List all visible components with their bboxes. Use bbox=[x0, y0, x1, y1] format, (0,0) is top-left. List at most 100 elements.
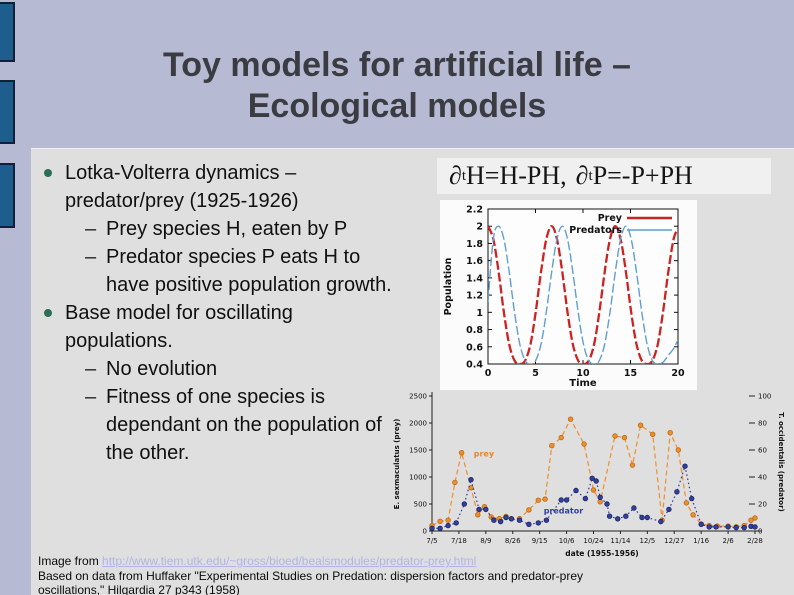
caption-link[interactable]: http://www.tiem.utk.edu/~gross/bioed/bea… bbox=[102, 554, 477, 568]
predator-marker bbox=[508, 516, 515, 522]
prey-marker bbox=[637, 422, 644, 428]
caption: Image from http://www.tiem.utk.edu/~gros… bbox=[38, 554, 658, 595]
partial-symbol: ∂ bbox=[449, 161, 462, 190]
annotation-prey: prey bbox=[474, 449, 495, 458]
svg-text:15: 15 bbox=[624, 368, 637, 379]
predator-marker bbox=[666, 506, 672, 513]
annotation-predator: predator bbox=[544, 506, 584, 515]
svg-text:1.6: 1.6 bbox=[466, 256, 483, 267]
predator-marker bbox=[582, 495, 589, 502]
predator-marker bbox=[741, 524, 747, 531]
predator-marker bbox=[606, 513, 613, 519]
predator-marker bbox=[725, 524, 731, 530]
svg-text:Predators: Predators bbox=[569, 225, 622, 236]
huffaker-experiment-chart: 0 500 1000 1500 2000 2500 0 20 40 60 80 100 7/5 7/18 8… bbox=[393, 392, 785, 558]
bullet-icon bbox=[44, 169, 52, 177]
svg-text:1.8: 1.8 bbox=[466, 239, 483, 250]
svg-text:10/6: 10/6 bbox=[559, 537, 575, 545]
predator-marker bbox=[573, 487, 579, 494]
predator-marker bbox=[689, 495, 695, 502]
prey-marker bbox=[621, 434, 628, 441]
svg-text:1/16: 1/16 bbox=[693, 537, 709, 545]
caption-line1: Image from http://www.tiem.utk.edu/~gros… bbox=[38, 554, 658, 569]
x-axis-label: Time bbox=[569, 378, 597, 389]
predator-marker bbox=[713, 524, 719, 530]
dash-icon: – bbox=[85, 358, 97, 380]
equation-part1: H=H-PH, bbox=[466, 161, 567, 190]
bullet-text: Lotka-Volterra dynamics – predator/prey … bbox=[65, 162, 299, 212]
predator-marker bbox=[674, 489, 680, 495]
bullet-item: Lotka-Volterra dynamics – predator/prey … bbox=[38, 159, 402, 215]
prey-marker bbox=[445, 517, 451, 523]
prey-marker bbox=[683, 500, 690, 506]
predator-marker bbox=[752, 524, 758, 530]
bullet-text: Base model for oscillating populations. bbox=[65, 302, 293, 352]
predator-marker bbox=[497, 518, 504, 525]
y-axis-label: Population bbox=[443, 257, 454, 315]
prey-marker bbox=[612, 433, 618, 439]
slide-edge-bar-2 bbox=[0, 80, 15, 144]
svg-text:8/9: 8/9 bbox=[480, 537, 491, 545]
predator-marker bbox=[604, 501, 610, 507]
predator-marker bbox=[483, 506, 489, 513]
svg-text:10: 10 bbox=[576, 368, 590, 379]
prey-marker bbox=[458, 449, 465, 456]
sub-bullet-item: – No evolution bbox=[38, 355, 398, 383]
prey-marker bbox=[526, 507, 532, 513]
svg-text:40: 40 bbox=[758, 474, 767, 482]
prey-marker bbox=[558, 434, 564, 441]
predator-marker bbox=[614, 516, 621, 522]
svg-text:0.4: 0.4 bbox=[466, 360, 483, 371]
predator-marker bbox=[437, 525, 443, 531]
predator-marker bbox=[558, 497, 564, 503]
bullet-icon bbox=[44, 309, 52, 317]
sub-bullet-item: – Predator species P eats H to have posi… bbox=[38, 243, 398, 299]
predator-marker bbox=[543, 517, 550, 523]
sub-bullet-text: Predator species P eats H to have positi… bbox=[106, 246, 392, 296]
sub-bullet-item: – Prey species H, eaten by P bbox=[38, 215, 398, 243]
svg-text:9/15: 9/15 bbox=[532, 537, 548, 545]
predator-marker bbox=[526, 521, 532, 527]
partial-symbol: ∂ bbox=[575, 161, 589, 190]
dash-icon: – bbox=[85, 386, 97, 408]
predator-marker bbox=[503, 514, 509, 521]
sub-bullet-item: – Fitness of one species is dependant on… bbox=[38, 383, 398, 467]
sub-bullet-text: Fitness of one species is dependant on t… bbox=[106, 386, 382, 464]
prey-marker bbox=[542, 496, 548, 502]
prey-marker bbox=[752, 515, 758, 521]
predator-marker bbox=[644, 514, 650, 521]
prey-marker bbox=[452, 479, 458, 486]
slide-title-line1: Toy models for artificial life – bbox=[163, 46, 631, 84]
x-axis-label: date (1955-1956) bbox=[565, 549, 638, 558]
predator-marker bbox=[733, 524, 739, 531]
bullet-list: Lotka-Volterra dynamics – predator/prey … bbox=[38, 159, 402, 467]
sub-bullet-text: No evolution bbox=[106, 358, 218, 380]
predator-marker bbox=[468, 476, 474, 483]
prey-marker bbox=[535, 497, 541, 503]
prey-marker bbox=[475, 512, 481, 518]
content-panel: Lotka-Volterra dynamics – predator/prey … bbox=[31, 148, 794, 595]
svg-text:0: 0 bbox=[758, 528, 762, 536]
predator-marker bbox=[623, 513, 629, 519]
caption-line2: Based on data from Huffaker "Experimenta… bbox=[38, 568, 584, 583]
predator-marker bbox=[535, 520, 541, 526]
sub-bullet-text: Prey species H, eaten by P bbox=[106, 218, 348, 240]
predator-marker bbox=[597, 494, 603, 500]
svg-text:0.8: 0.8 bbox=[466, 325, 483, 336]
svg-text:7/18: 7/18 bbox=[451, 537, 467, 545]
slide-edge-bar-1 bbox=[0, 2, 15, 62]
predator-marker bbox=[698, 521, 704, 527]
svg-text:1500: 1500 bbox=[409, 447, 427, 455]
dash-icon: – bbox=[85, 218, 97, 240]
svg-text:20: 20 bbox=[671, 368, 685, 379]
predator-marker bbox=[453, 520, 459, 526]
predator-marker bbox=[491, 517, 497, 523]
svg-text:2: 2 bbox=[476, 222, 483, 233]
svg-text:Prey: Prey bbox=[598, 213, 623, 224]
prey-marker bbox=[748, 517, 754, 523]
prey-marker bbox=[667, 430, 673, 436]
predator-marker bbox=[706, 524, 712, 530]
predator-marker bbox=[445, 522, 451, 529]
predator-marker bbox=[563, 497, 570, 503]
